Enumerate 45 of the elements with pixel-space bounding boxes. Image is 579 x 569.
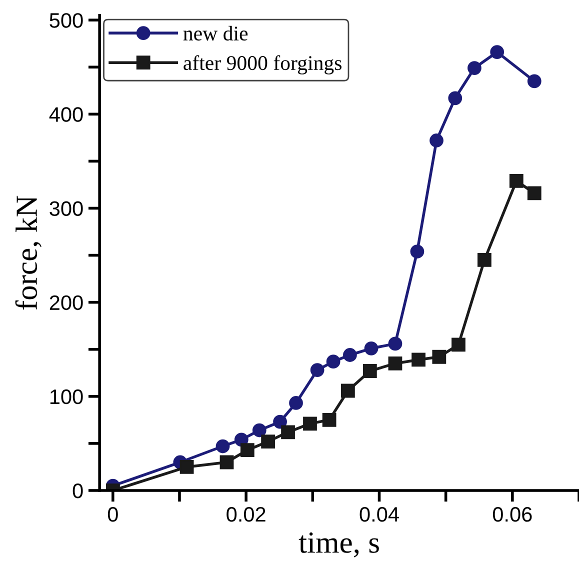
- point: [341, 384, 355, 398]
- point: [261, 434, 275, 448]
- x-tick-label: 0.04: [360, 507, 399, 522]
- point: [430, 134, 444, 148]
- y-tick-label: 0: [72, 483, 83, 498]
- point: [527, 186, 542, 200]
- point: [289, 396, 303, 410]
- y-tick-label: 300: [50, 201, 83, 216]
- point: [527, 74, 542, 88]
- legend-label: after 9000 forgings: [184, 55, 342, 74]
- point: [322, 412, 336, 427]
- point: [468, 61, 482, 75]
- point: [281, 425, 295, 440]
- x-tick-label: 0.06: [492, 507, 532, 522]
- point: [303, 416, 317, 431]
- point: [490, 45, 504, 59]
- x-tick-label: 0: [108, 507, 118, 522]
- point: [478, 253, 492, 267]
- point: [412, 352, 426, 367]
- point: [362, 364, 377, 378]
- point: [364, 341, 378, 356]
- x-tick-label: 0.02: [226, 507, 266, 522]
- point: [388, 336, 402, 351]
- point: [448, 91, 462, 106]
- point: [273, 414, 287, 429]
- point: [240, 443, 254, 457]
- point: [310, 363, 324, 377]
- point: [180, 460, 194, 474]
- point: [432, 350, 446, 364]
- point: [509, 174, 524, 188]
- point: [216, 439, 230, 454]
- point: [326, 354, 340, 369]
- y-tick-label: 100: [50, 389, 83, 404]
- y-axis-title: force, kN: [15, 196, 42, 310]
- point: [410, 244, 424, 258]
- y-tick-label: 200: [50, 295, 83, 310]
- point: [452, 338, 466, 352]
- point: [220, 455, 234, 470]
- point: [388, 356, 402, 370]
- legend-label: new die: [183, 26, 248, 41]
- y-tick-label: 400: [49, 107, 83, 122]
- x-axis-title: time, s: [298, 532, 379, 558]
- point: [252, 423, 266, 438]
- y-tick-label: 500: [50, 13, 83, 28]
- point: [343, 348, 357, 362]
